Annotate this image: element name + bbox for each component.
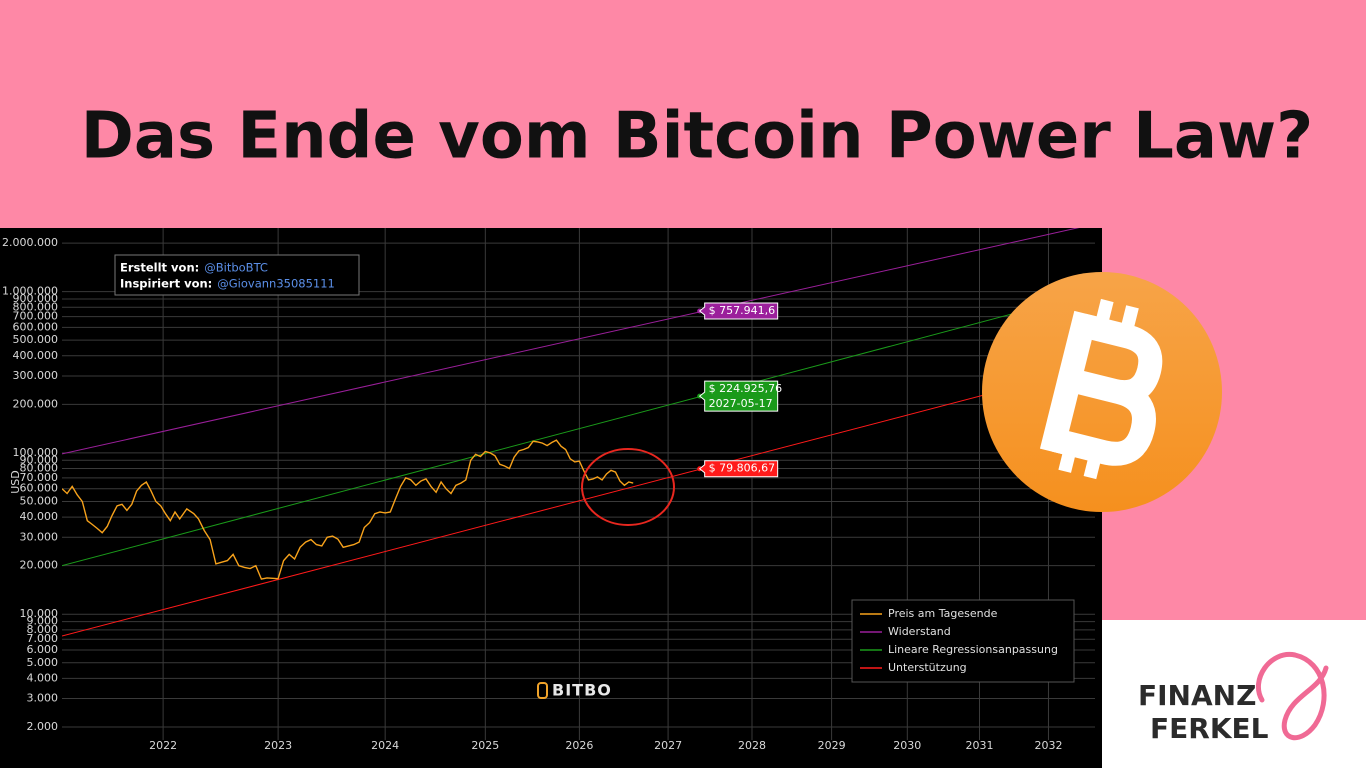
watermark-icon <box>537 682 548 699</box>
y-tick-label: 800.000 <box>13 300 59 313</box>
y-tick-label: 300.000 <box>13 369 59 382</box>
y-tick-label: 10.000 <box>20 607 59 620</box>
y-tick-label: 2.000.000 <box>2 236 58 249</box>
x-tick-label: 2029 <box>818 739 846 752</box>
y-tick-label: 7.000 <box>27 632 59 645</box>
legend-label: Lineare Regressionsanpassung <box>888 643 1058 656</box>
y-tick-label: 30.000 <box>20 530 59 543</box>
x-tick-label: 2024 <box>371 739 399 752</box>
chart: 2.000 3.000 4.000 5.0006.0007.0008.0009.000… <box>2 228 1095 752</box>
highlight-circle <box>581 448 675 526</box>
y-tick-label: 20.000 <box>20 559 59 572</box>
y-tick-label: 3.000 <box>27 692 59 705</box>
hover-box <box>698 302 779 320</box>
legend-label: Preis am Tagesende <box>888 607 998 620</box>
hover-box <box>698 380 779 412</box>
y-tick-label: 70.000 <box>20 471 59 484</box>
plot-area <box>62 228 1095 637</box>
y-tick-label: 50.000 <box>20 494 59 507</box>
legend-label: Unterstützung <box>888 661 967 674</box>
credit-handle: @Giovann35085111 <box>217 277 335 291</box>
y-tick-label: 600.000 <box>13 320 59 333</box>
y-tick-label: 100.000 <box>13 446 59 459</box>
credit-label: Erstellt von: <box>120 261 199 275</box>
y-tick-label: 60.000 <box>20 482 59 495</box>
hover-date: 2027-05-17 <box>709 397 773 410</box>
logo-line2: FERKEL <box>1150 712 1269 745</box>
x-tick-label: 2022 <box>149 739 177 752</box>
y-tick-label: 80.000 <box>20 462 59 475</box>
x-tick-label: 2026 <box>565 739 593 752</box>
chart-background <box>0 228 1102 768</box>
x-tick-label: 2027 <box>654 739 682 752</box>
y-axis-title: USD <box>9 470 22 494</box>
y-tick-label: 700.000 <box>13 310 59 323</box>
y-tick-label: 500.000 <box>13 333 59 346</box>
y-tick-label: 200.000 <box>13 397 59 410</box>
series-line <box>62 228 1080 455</box>
bitcoin-symbol <box>1039 298 1163 480</box>
logo-line1: FINANZ <box>1138 679 1256 712</box>
hover-label: $ 224.925,76 <box>709 382 782 395</box>
page-title: Das Ende vom Bitcoin Power Law? <box>81 100 1314 174</box>
y-tick-label: 900.000 <box>13 292 59 305</box>
legend-box <box>851 599 1075 683</box>
x-tick-label: 2028 <box>738 739 766 752</box>
y-tick-label: 2.000 <box>27 720 59 733</box>
credit-label: Inspiriert von: <box>120 277 212 291</box>
hover-label: $ 79.806,67 <box>709 462 775 475</box>
hover-box <box>698 460 779 478</box>
credits-box <box>114 254 360 296</box>
series-line <box>62 439 634 580</box>
y-tick-label: 8.000 <box>27 623 59 636</box>
y-tick-label: 90.000 <box>20 453 59 466</box>
y-tick-label: 4.000 <box>27 671 59 684</box>
legend-label: Widerstand <box>888 625 951 638</box>
x-tick-label: 2032 <box>1034 739 1062 752</box>
x-tick-label: 2031 <box>965 739 993 752</box>
y-tick-label: 400.000 <box>13 349 59 362</box>
y-tick-label: 1.000.000 <box>2 285 58 298</box>
credit-handle: @BitboBTC <box>204 261 268 275</box>
series-line <box>62 291 1095 567</box>
hover-label: $ 757.941,6 <box>709 304 775 317</box>
x-tick-label: 2030 <box>893 739 921 752</box>
series-line <box>62 365 1095 637</box>
y-tick-label: 9.000 <box>27 615 59 628</box>
x-tick-label: 2025 <box>471 739 499 752</box>
x-tick-label: 2023 <box>264 739 292 752</box>
y-tick-label: 40.000 <box>20 510 59 523</box>
y-tick-label: 6.000 <box>27 643 59 656</box>
y-tick-label: 5.000 <box>27 656 59 669</box>
watermark: BITBO <box>552 681 612 700</box>
logo-swirl <box>1255 652 1329 741</box>
